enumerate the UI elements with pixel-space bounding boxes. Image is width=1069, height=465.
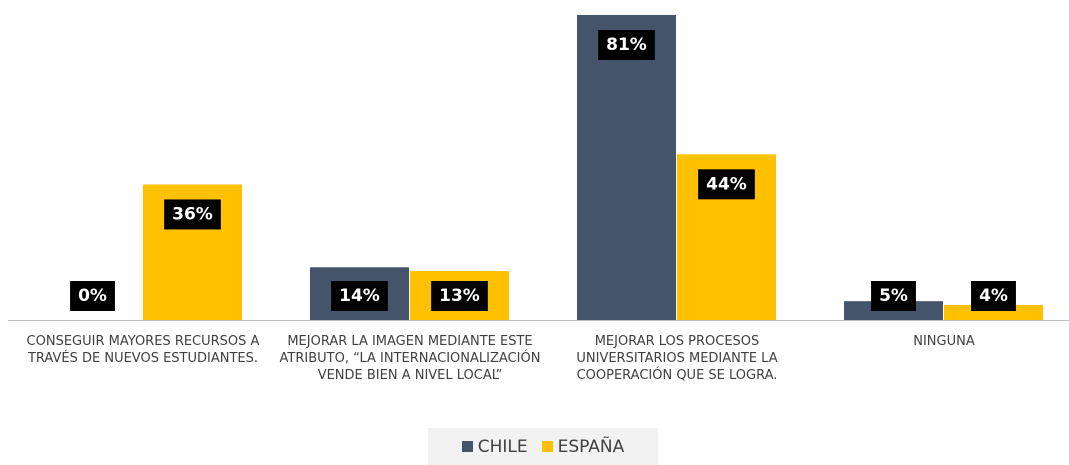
legend-label: CHILE bbox=[477, 436, 528, 457]
value-label: 36% bbox=[172, 204, 213, 224]
value-label-box bbox=[971, 281, 1016, 311]
bar bbox=[577, 15, 676, 320]
legend: CHILE ESPAÑA bbox=[428, 428, 658, 465]
x-tick-label: CONSEGUIR MAYORES RECURSOS A TRAVÉS DE N… bbox=[26, 334, 260, 366]
value-label-box bbox=[70, 281, 115, 311]
value-label: 13% bbox=[439, 286, 480, 306]
value-label-box bbox=[331, 281, 388, 311]
value-label-box bbox=[598, 30, 655, 60]
value-label: 0% bbox=[78, 286, 107, 306]
value-label: 4% bbox=[979, 286, 1008, 306]
bar bbox=[944, 304, 1043, 320]
x-tick-label: MEJORAR LOS PROCESOS UNIVERSITARIOS MEDI… bbox=[576, 334, 778, 383]
legend-item: CHILE bbox=[461, 436, 528, 457]
value-label-box bbox=[431, 281, 488, 311]
legend-swatch bbox=[461, 440, 473, 452]
value-label-box bbox=[871, 281, 916, 311]
value-label: 5% bbox=[879, 286, 908, 306]
x-tick-label: NINGUNA bbox=[913, 334, 975, 349]
legend-label: ESPAÑA bbox=[557, 436, 625, 457]
value-label-box bbox=[698, 169, 755, 200]
value-label-box bbox=[164, 199, 221, 230]
x-tick-label: MEJORAR LA IMAGEN MEDIANTE ESTE ATRIBUTO… bbox=[279, 334, 541, 383]
chart: 0% 14% 81% 5% 36% 13% 44% 4% bbox=[8, 15, 1069, 321]
legend-item: ESPAÑA bbox=[541, 436, 625, 457]
value-label: 44% bbox=[706, 174, 747, 194]
value-label: 14% bbox=[339, 286, 380, 306]
value-label: 81% bbox=[606, 35, 647, 55]
legend-swatch bbox=[541, 440, 553, 452]
